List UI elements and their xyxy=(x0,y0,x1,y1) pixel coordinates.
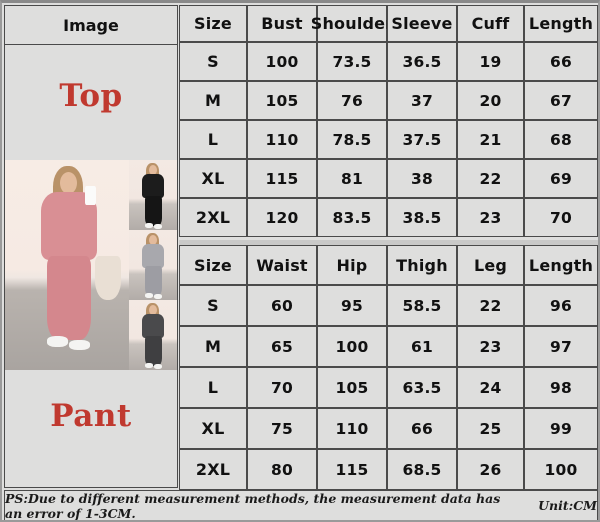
column-header-size: Size xyxy=(179,245,247,285)
size-cell: M xyxy=(179,326,247,367)
measurement-disclaimer: PS:Due to different measurement methods,… xyxy=(5,490,501,521)
data-cell: 66 xyxy=(524,42,598,81)
size-cell: XL xyxy=(179,408,247,449)
column-header-cuff: Cuff xyxy=(457,5,524,42)
data-cell: 105 xyxy=(247,81,317,120)
size-cell: XL xyxy=(179,159,247,198)
data-cell: 25 xyxy=(457,408,524,449)
size-cell: 2XL xyxy=(179,449,247,490)
column-header-waist: Waist xyxy=(247,245,317,285)
data-cell: 120 xyxy=(247,198,317,237)
data-cell: 110 xyxy=(247,120,317,159)
product-photo-main xyxy=(5,160,129,370)
data-cell: 58.5 xyxy=(387,285,457,326)
data-cell: 23 xyxy=(457,326,524,367)
data-cell: 83.5 xyxy=(317,198,387,237)
column-header-length: Length xyxy=(524,5,598,42)
data-cell: 80 xyxy=(247,449,317,490)
column-header-thigh: Thigh xyxy=(387,245,457,285)
column-header-hip: Hip xyxy=(317,245,387,285)
unit-note: Unit:CM xyxy=(538,498,597,513)
data-cell: 98 xyxy=(524,367,598,408)
data-cell: 100 xyxy=(317,326,387,367)
product-photo xyxy=(5,160,177,370)
table-separator xyxy=(179,240,598,245)
data-cell: 23 xyxy=(457,198,524,237)
data-cell: 60 xyxy=(247,285,317,326)
data-cell: 61 xyxy=(387,326,457,367)
data-cell: 75 xyxy=(247,408,317,449)
size-cell: M xyxy=(179,81,247,120)
data-cell: 21 xyxy=(457,120,524,159)
list-item xyxy=(129,230,177,300)
data-cell: 38 xyxy=(387,159,457,198)
size-cell: 2XL xyxy=(179,198,247,237)
size-cell: L xyxy=(179,120,247,159)
pink-pant-garment xyxy=(47,256,91,340)
data-cell: 115 xyxy=(317,449,387,490)
data-cell: 26 xyxy=(457,449,524,490)
data-cell: 81 xyxy=(317,159,387,198)
product-photo-thumbnails xyxy=(129,160,177,370)
data-cell: 67 xyxy=(524,81,598,120)
data-cell: 78.5 xyxy=(317,120,387,159)
data-cell: 115 xyxy=(247,159,317,198)
data-cell: 38.5 xyxy=(387,198,457,237)
data-cell: 36.5 xyxy=(387,42,457,81)
column-header-sleeve: Sleeve xyxy=(387,5,457,42)
data-cell: 96 xyxy=(524,285,598,326)
data-cell: 95 xyxy=(317,285,387,326)
data-cell: 19 xyxy=(457,42,524,81)
data-cell: 68.5 xyxy=(387,449,457,490)
footer-note-row: PS:Due to different measurement methods,… xyxy=(4,490,598,521)
data-cell: 37.5 xyxy=(387,120,457,159)
image-column-header: Image xyxy=(5,6,177,45)
image-column: Image Top xyxy=(4,5,178,488)
column-header-size: Size xyxy=(179,5,247,42)
data-cell: 97 xyxy=(524,326,598,367)
data-cell: 100 xyxy=(524,449,598,490)
data-cell: 70 xyxy=(247,367,317,408)
column-header-length: Length xyxy=(524,245,598,285)
data-cell: 110 xyxy=(317,408,387,449)
data-cell: 76 xyxy=(317,81,387,120)
data-cell: 65 xyxy=(247,326,317,367)
top-group-label: Top xyxy=(59,78,123,114)
data-cell: 73.5 xyxy=(317,42,387,81)
data-cell: 24 xyxy=(457,367,524,408)
data-cell: 70 xyxy=(524,198,598,237)
data-cell: 105 xyxy=(317,367,387,408)
data-cell: 63.5 xyxy=(387,367,457,408)
size-cell: L xyxy=(179,367,247,408)
list-item xyxy=(129,160,177,230)
column-header-bust: Bust xyxy=(247,5,317,42)
data-cell: 68 xyxy=(524,120,598,159)
data-cell: 22 xyxy=(457,159,524,198)
data-cell: 69 xyxy=(524,159,598,198)
data-cell: 37 xyxy=(387,81,457,120)
column-header-leg: Leg xyxy=(457,245,524,285)
data-cell: 99 xyxy=(524,408,598,449)
data-cell: 20 xyxy=(457,81,524,120)
size-cell: S xyxy=(179,42,247,81)
data-cell: 100 xyxy=(247,42,317,81)
data-cell: 22 xyxy=(457,285,524,326)
data-cell: 66 xyxy=(387,408,457,449)
pant-group-label: Pant xyxy=(50,398,132,434)
column-header-shoulder: Shoulder xyxy=(311,5,393,42)
list-item xyxy=(129,300,177,370)
size-cell: S xyxy=(179,285,247,326)
